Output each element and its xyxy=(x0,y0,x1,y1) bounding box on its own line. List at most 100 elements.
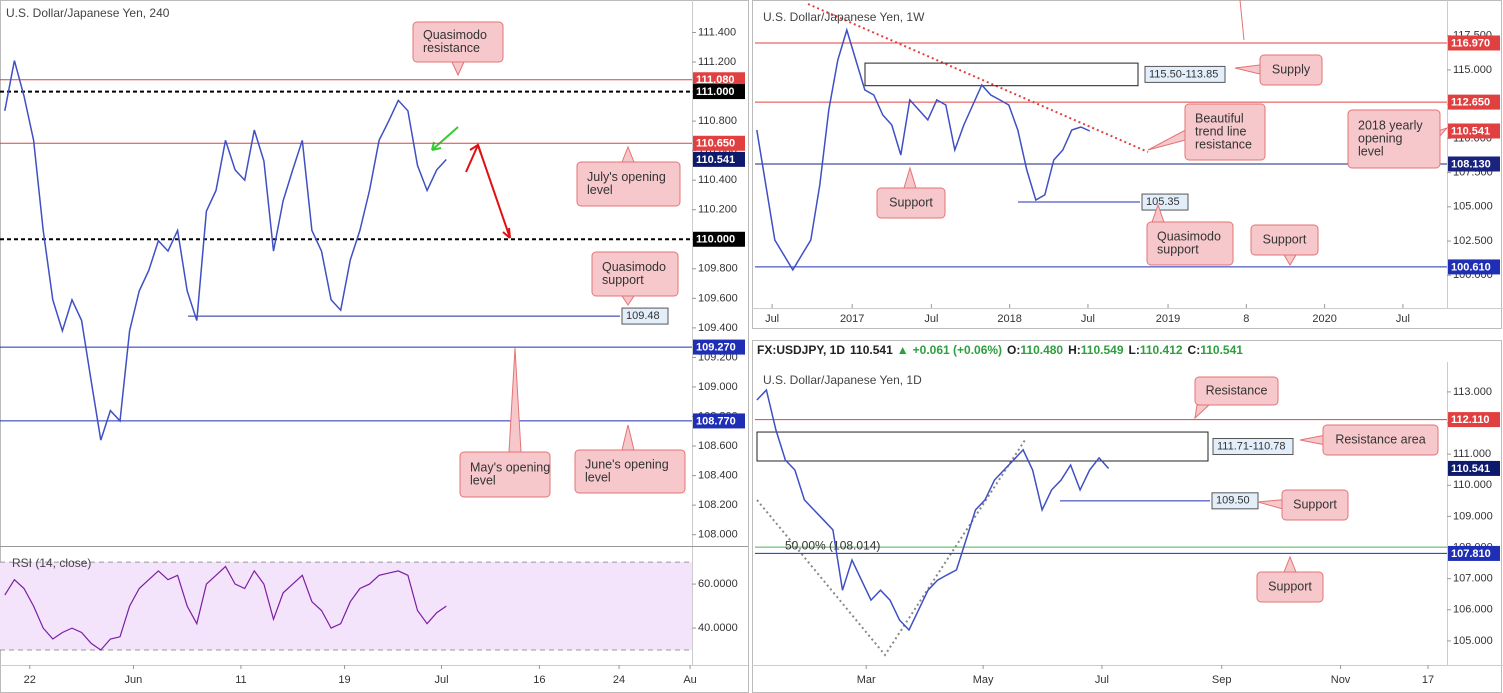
level-label: 109.50 xyxy=(1216,495,1250,507)
annotation-text: Resistance area xyxy=(1335,432,1425,446)
annotation-box xyxy=(1347,109,1441,169)
annotation-box xyxy=(591,251,679,297)
y-tick-label: 109.600 xyxy=(698,292,738,304)
y-tick-label: 40.0000 xyxy=(698,622,738,634)
annotation-text: Support xyxy=(889,195,933,209)
annotation-box xyxy=(576,161,681,207)
x-tick-label: 11 xyxy=(235,674,246,686)
x-tick-label: 17 xyxy=(1422,674,1434,686)
zone-label: 111.71-110.78 xyxy=(1217,440,1286,452)
rsi-band xyxy=(0,562,692,651)
y-tick-label: 108.400 xyxy=(698,469,738,481)
level-label-box xyxy=(1141,193,1189,211)
price-tag xyxy=(1448,412,1500,428)
price-line xyxy=(756,388,1110,632)
annotation-text: level xyxy=(585,470,611,484)
ohlc-value: 110.549 xyxy=(1081,343,1124,357)
annotation-text: support xyxy=(602,273,644,287)
annotation-text: Support xyxy=(1268,579,1312,593)
price-tag xyxy=(1448,94,1500,110)
annotation-text: Quasimodo xyxy=(1157,229,1221,243)
trend-line xyxy=(807,3,1149,153)
pointer xyxy=(1239,0,1245,41)
annotation-text: June's opening xyxy=(585,457,669,471)
chart-title: U.S. Dollar/Japanese Yen, 1W xyxy=(763,10,925,24)
annotation-text: 2018 yearly xyxy=(1358,118,1423,132)
ohlc-label: O: xyxy=(1007,343,1020,357)
level-label: 105.35 xyxy=(1146,196,1180,208)
price-tag-label: 108.770 xyxy=(696,415,736,427)
y-tick-label: 102.500 xyxy=(1453,235,1493,247)
ohlc-value: 110.541 xyxy=(1200,343,1243,357)
x-tick-label: Nov xyxy=(1331,674,1351,686)
price-tag-label: 109.270 xyxy=(696,341,736,353)
y-tick-label: 110.000 xyxy=(1453,479,1492,491)
annotation-box xyxy=(1194,376,1279,406)
x-tick-label: 2017 xyxy=(840,313,864,325)
y-tick-label: 111.200 xyxy=(698,56,736,68)
ohlc-label: H: xyxy=(1068,343,1081,357)
y-tick-label: 109.000 xyxy=(1453,510,1493,522)
up-icon: ▲ xyxy=(897,343,909,357)
price-tag xyxy=(693,135,745,151)
price-tag xyxy=(1448,545,1500,561)
annotation-text: level xyxy=(470,473,496,487)
y-tick-label: 106.000 xyxy=(1453,604,1493,616)
annotation-text: Support xyxy=(1263,232,1307,246)
fib-line xyxy=(756,439,1026,657)
annotation-text: Supply xyxy=(1272,62,1311,76)
price-tag xyxy=(1448,259,1500,275)
y-tick-label: 108.600 xyxy=(698,440,738,452)
annotation-box xyxy=(876,187,946,219)
y-tick-label: 108.000 xyxy=(698,529,738,541)
y-tick-label: 115.000 xyxy=(1453,64,1492,76)
annotation-text: May's opening xyxy=(470,460,550,474)
price-tag xyxy=(693,72,745,88)
price-line xyxy=(756,27,1091,272)
x-tick-label: Mar xyxy=(857,674,876,686)
change: +0.061 (+0.06%) xyxy=(913,343,1002,357)
price-tag xyxy=(693,151,745,167)
x-tick-label: 2018 xyxy=(997,313,1021,325)
zone-label: 115.50-113.85 xyxy=(1149,68,1218,80)
price-tag-label: 112.650 xyxy=(1451,97,1490,109)
price-tag xyxy=(1448,156,1500,172)
y-tick-label: 60.0000 xyxy=(698,578,738,590)
rsi-title: RSI (14, close) xyxy=(12,556,91,570)
zone xyxy=(864,62,1139,87)
annotation-box xyxy=(574,449,686,494)
price-tag xyxy=(693,339,745,355)
price-tag-label: 116.970 xyxy=(1451,37,1490,49)
annotation-text: Quasimodo xyxy=(602,260,666,274)
x-tick-label: 19 xyxy=(338,674,350,686)
annotation-text: support xyxy=(1157,242,1199,256)
x-tick-label: Au xyxy=(683,674,696,686)
ohlc-value: 110.412 xyxy=(1140,343,1183,357)
annotation-text: trend line xyxy=(1195,124,1246,138)
zone xyxy=(756,431,1209,462)
x-tick-label: Jul xyxy=(765,313,779,325)
price-line xyxy=(4,60,447,441)
red-arrow-head xyxy=(469,144,511,239)
price-tag-label: 111.000 xyxy=(696,86,735,98)
annotation-box xyxy=(1281,489,1349,521)
x-tick-label: 2019 xyxy=(1156,313,1180,325)
x-tick-label: 16 xyxy=(533,674,545,686)
last-price: 110.541 xyxy=(850,343,893,357)
annotation-text: resistance xyxy=(423,41,480,55)
y-tick-label: 111.000 xyxy=(1453,448,1491,460)
ohlc-label: L: xyxy=(1129,343,1140,357)
x-tick-label: 22 xyxy=(24,674,36,686)
ohlc-label: C: xyxy=(1188,343,1201,357)
annotation-box xyxy=(459,451,551,498)
zone-label-box xyxy=(1212,438,1294,456)
y-tick-label: 108.200 xyxy=(698,499,738,511)
annotation-text: level xyxy=(587,183,613,197)
y-tick-label: 109.000 xyxy=(698,381,738,393)
y-tick-label: 105.000 xyxy=(1453,201,1493,213)
annotation-text: Resistance xyxy=(1206,383,1268,397)
panel-frame xyxy=(752,340,1502,693)
y-tick-label: 110.200 xyxy=(698,204,737,216)
annotation-box xyxy=(1259,54,1323,86)
